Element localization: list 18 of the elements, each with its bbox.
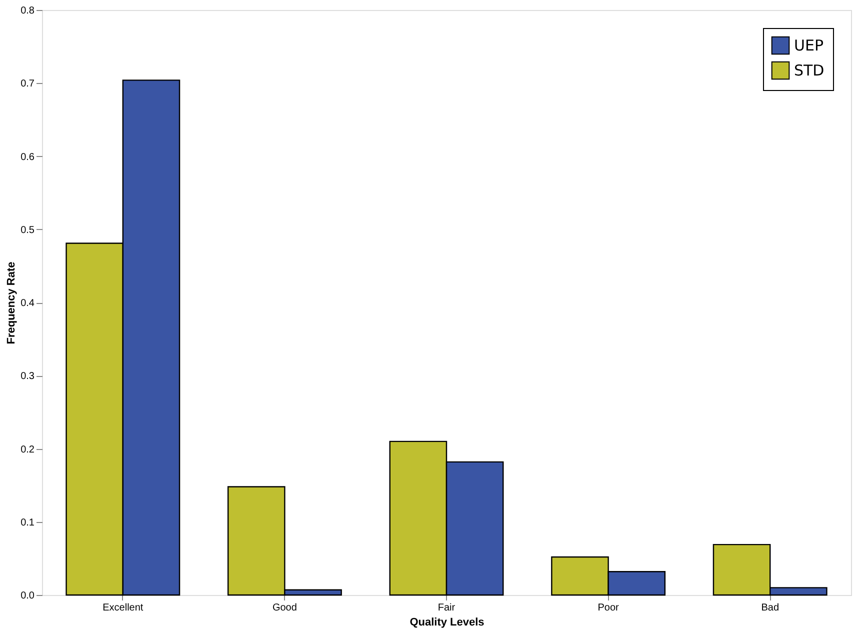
- x-tick-label: Poor: [598, 602, 620, 614]
- y-tick-label: 0.2: [20, 444, 35, 456]
- x-tick-label: Good: [272, 602, 297, 614]
- y-tick-label: 0.3: [20, 371, 35, 382]
- y-tick-label: 0.8: [20, 6, 35, 16]
- y-tick-label: 0.1: [20, 517, 35, 528]
- x-tick-label: Excellent: [102, 602, 144, 614]
- x-tick-label: Fair: [438, 602, 456, 614]
- x-tick-label: Bad: [761, 602, 779, 614]
- legend-label: UEP: [794, 36, 824, 54]
- y-tick-label: 0.4: [20, 298, 35, 309]
- legend-label: STD: [794, 62, 824, 80]
- y-tick-label: 0.0: [20, 590, 35, 602]
- y-axis-title: Frequency Rate: [6, 262, 18, 344]
- y-tick-label: 0.7: [20, 78, 35, 90]
- y-tick-label: 0.5: [20, 224, 35, 236]
- x-axis-title: Quality Levels: [410, 616, 484, 628]
- y-tick-label: 0.6: [20, 152, 35, 163]
